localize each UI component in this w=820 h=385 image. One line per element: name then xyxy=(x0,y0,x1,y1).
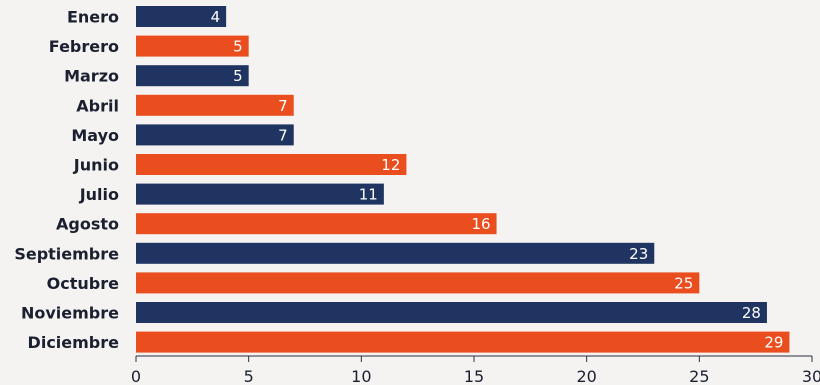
bar-enero xyxy=(136,6,227,27)
data-label-diciembre: 29 xyxy=(764,334,783,352)
x-tick-label-15: 15 xyxy=(464,367,484,385)
category-label-abril: Abril xyxy=(76,96,119,115)
category-label-septiembre: Septiembre xyxy=(14,244,119,263)
data-label-septiembre: 23 xyxy=(629,245,648,263)
x-tick-label-25: 25 xyxy=(689,367,709,385)
category-label-octubre: Octubre xyxy=(47,274,119,293)
bar-julio xyxy=(136,183,384,205)
bar-agosto xyxy=(136,213,497,235)
category-labels-layer: Enero Febrero Marzo Abril Mayo Junio Julio Agos… xyxy=(14,8,119,353)
category-label-mayo: Mayo xyxy=(71,126,119,145)
x-tick-label-0: 0 xyxy=(131,367,141,385)
data-label-marzo: 5 xyxy=(233,67,243,85)
bar-octubre xyxy=(136,272,700,294)
x-tick-label-30: 30 xyxy=(802,367,820,385)
data-label-julio: 11 xyxy=(359,186,378,204)
data-label-agosto: 16 xyxy=(471,215,490,233)
category-label-agosto: Agosto xyxy=(56,215,119,234)
bar-abril xyxy=(136,94,294,116)
category-label-enero: Enero xyxy=(67,8,119,27)
category-label-marzo: Marzo xyxy=(64,67,119,86)
category-label-diciembre: Diciembre xyxy=(28,333,120,352)
x-tick-label-10: 10 xyxy=(351,367,371,385)
bar-marzo xyxy=(136,65,249,87)
bar-noviembre xyxy=(136,302,767,323)
category-label-julio: Julio xyxy=(79,185,119,204)
bar-febrero xyxy=(136,35,249,57)
data-label-octubre: 25 xyxy=(674,274,693,292)
data-label-febrero: 5 xyxy=(233,38,243,56)
category-label-junio: Junio xyxy=(73,156,119,175)
bar-diciembre xyxy=(136,331,790,353)
x-axis: 0 5 10 15 20 25 30 xyxy=(131,355,820,385)
category-label-noviembre: Noviembre xyxy=(21,304,119,323)
x-tick-label-20: 20 xyxy=(576,367,596,385)
category-label-febrero: Febrero xyxy=(49,37,119,56)
data-label-enero: 4 xyxy=(211,8,221,26)
bar-mayo xyxy=(136,124,294,146)
data-label-mayo: 7 xyxy=(278,126,288,144)
bar-septiembre xyxy=(136,242,655,264)
bar-junio xyxy=(136,154,407,175)
x-tick-label-5: 5 xyxy=(244,367,254,385)
data-label-abril: 7 xyxy=(278,97,288,115)
data-label-junio: 12 xyxy=(381,156,400,174)
data-label-noviembre: 28 xyxy=(742,304,761,322)
